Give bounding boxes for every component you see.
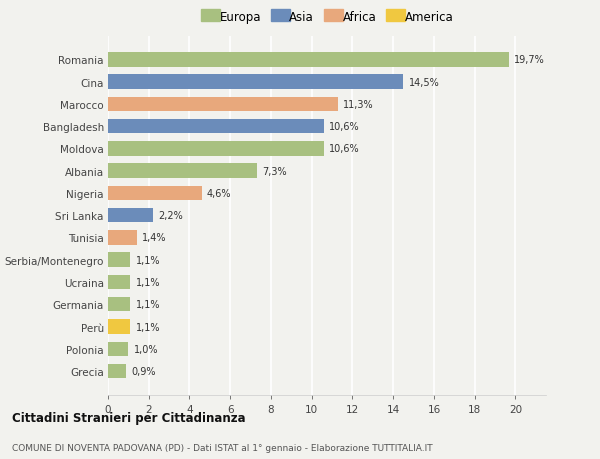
Bar: [108, 164, 257, 179]
Text: 14,5%: 14,5%: [409, 78, 439, 87]
Text: 1,1%: 1,1%: [136, 322, 160, 332]
Bar: [108, 53, 509, 67]
Text: 1,1%: 1,1%: [136, 300, 160, 309]
Bar: [108, 186, 202, 201]
Text: 11,3%: 11,3%: [343, 100, 374, 110]
Text: COMUNE DI NOVENTA PADOVANA (PD) - Dati ISTAT al 1° gennaio - Elaborazione TUTTIT: COMUNE DI NOVENTA PADOVANA (PD) - Dati I…: [12, 443, 433, 452]
Bar: [108, 142, 324, 157]
Text: 19,7%: 19,7%: [514, 55, 545, 65]
Bar: [108, 364, 127, 379]
Text: 0,9%: 0,9%: [131, 366, 156, 376]
Bar: [108, 342, 128, 356]
Text: 7,3%: 7,3%: [262, 166, 286, 176]
Text: 1,0%: 1,0%: [133, 344, 158, 354]
Text: 2,2%: 2,2%: [158, 211, 182, 221]
Text: 1,1%: 1,1%: [136, 277, 160, 287]
Bar: [108, 75, 403, 90]
Bar: [108, 208, 153, 223]
Legend: Europa, Asia, Africa, America: Europa, Asia, Africa, America: [200, 11, 454, 24]
Text: 10,6%: 10,6%: [329, 144, 359, 154]
Text: Cittadini Stranieri per Cittadinanza: Cittadini Stranieri per Cittadinanza: [12, 412, 245, 425]
Text: 4,6%: 4,6%: [207, 189, 232, 198]
Bar: [108, 253, 130, 268]
Bar: [108, 297, 130, 312]
Bar: [108, 97, 338, 112]
Bar: [108, 319, 130, 334]
Bar: [108, 275, 130, 290]
Text: 1,4%: 1,4%: [142, 233, 166, 243]
Text: 10,6%: 10,6%: [329, 122, 359, 132]
Bar: [108, 120, 324, 134]
Text: 1,1%: 1,1%: [136, 255, 160, 265]
Bar: [108, 231, 137, 245]
